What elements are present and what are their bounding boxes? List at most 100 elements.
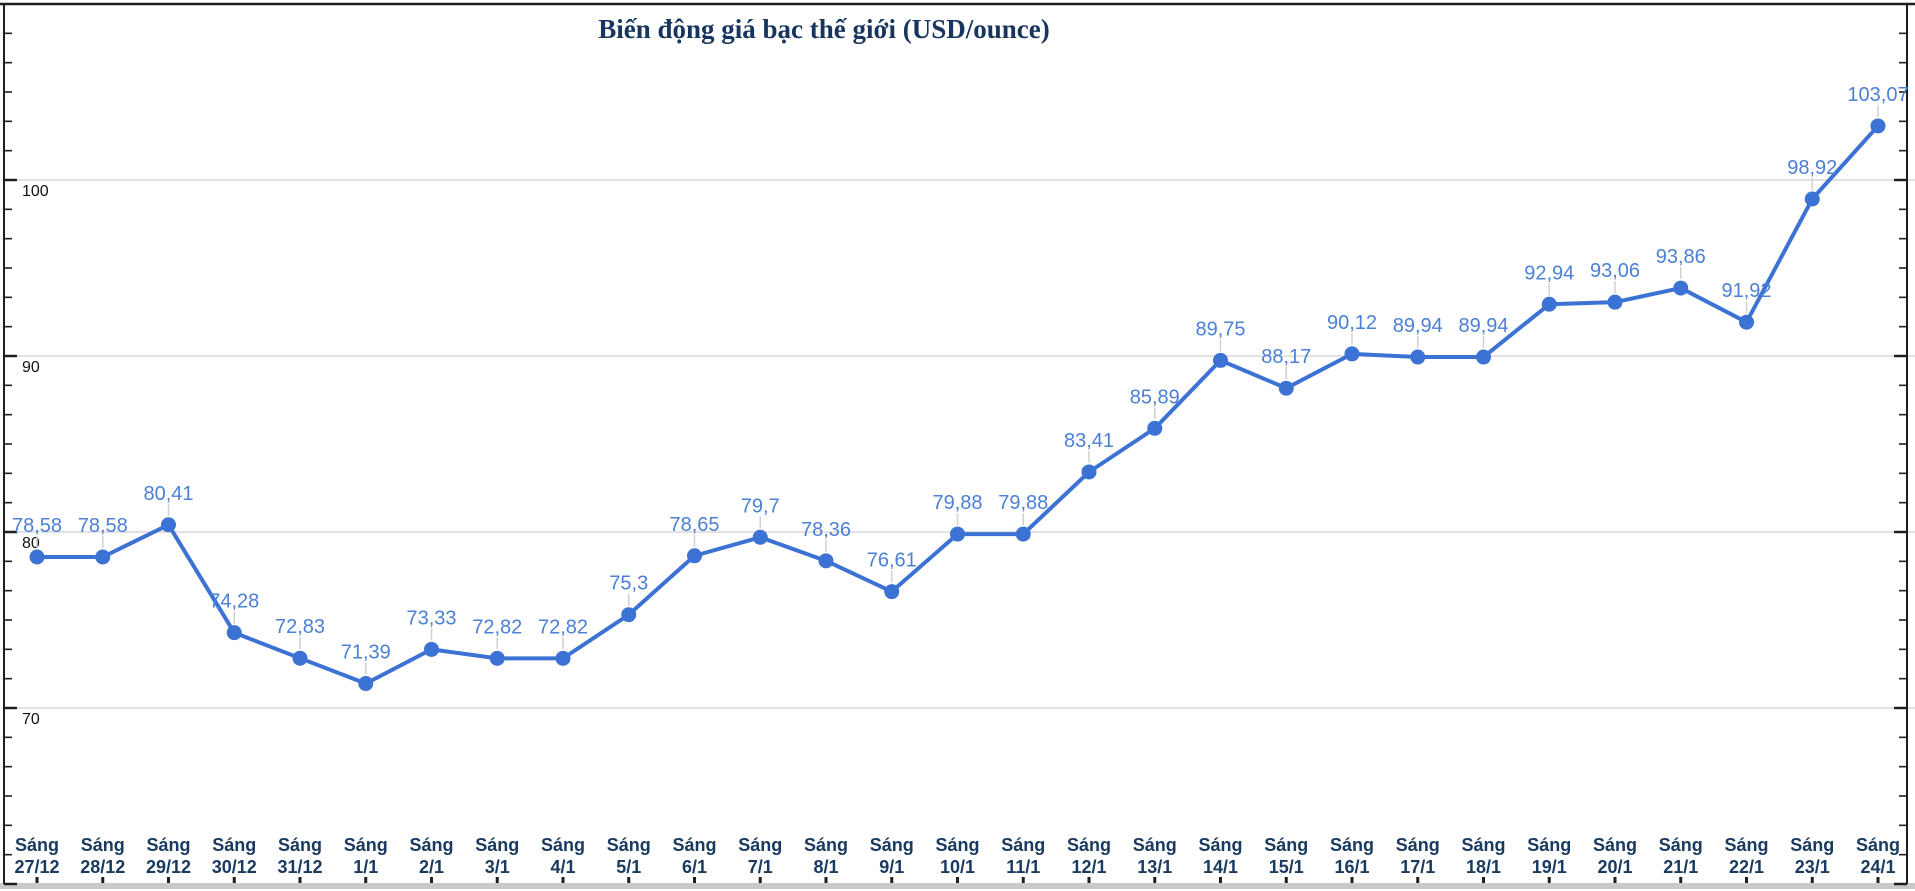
data-point-label: 79,7 <box>741 495 780 517</box>
price-line-series <box>35 123 1880 686</box>
data-point-label: 85,89 <box>1130 386 1180 408</box>
data-point <box>884 584 900 600</box>
x-tick-label-prefix: Sáng <box>1659 835 1703 855</box>
x-tick-label-prefix: Sáng <box>409 835 453 855</box>
x-tick-label-date: 24/1 <box>1860 857 1895 877</box>
x-tick-label-date: 12/1 <box>1071 857 1106 877</box>
data-point <box>1673 280 1689 296</box>
data-point <box>1015 526 1031 542</box>
y-tick-label: 100 <box>22 183 49 200</box>
x-tick-label-prefix: Sáng <box>1724 835 1768 855</box>
data-point <box>1410 349 1426 365</box>
x-tick-label-prefix: Sáng <box>1198 835 1242 855</box>
data-point-label: 79,88 <box>998 492 1048 514</box>
x-tick-label-prefix: Sáng <box>1856 835 1900 855</box>
data-point <box>1344 346 1360 362</box>
data-point <box>95 549 111 565</box>
data-point-label: 89,94 <box>1393 315 1443 337</box>
data-point <box>1476 349 1491 365</box>
x-tick-label-prefix: Sáng <box>1790 835 1834 855</box>
x-tick-label-date: 3/1 <box>485 857 510 877</box>
data-point-label: 93,06 <box>1590 260 1640 282</box>
x-tick-label-date: 11/1 <box>1006 857 1040 877</box>
data-point <box>1081 464 1097 480</box>
x-tick-label-date: 14/1 <box>1203 857 1238 877</box>
x-tick-label-date: 1/1 <box>353 857 378 877</box>
data-point-label: 75,3 <box>609 573 648 595</box>
data-point <box>1213 352 1228 368</box>
x-tick-label-prefix: Sáng <box>1067 835 1111 855</box>
data-point <box>1607 294 1623 310</box>
x-tick-label-prefix: Sáng <box>15 835 59 855</box>
data-point <box>226 625 242 641</box>
data-point <box>621 607 637 623</box>
x-tick-label-prefix: Sáng <box>475 835 519 855</box>
x-tick-label-prefix: Sáng <box>1330 835 1374 855</box>
data-point-label: 78,36 <box>801 519 851 541</box>
data-point <box>950 526 965 542</box>
data-point-label: 93,86 <box>1656 246 1706 268</box>
data-point <box>1870 118 1886 134</box>
x-tick-label-prefix: Sáng <box>1593 835 1637 855</box>
x-tick-label-date: 13/1 <box>1137 857 1172 877</box>
x-tick-label-date: 19/1 <box>1532 857 1567 877</box>
x-tick-label-date: 6/1 <box>682 857 707 877</box>
x-tick-label-date: 23/1 <box>1795 857 1830 877</box>
x-tick-label-prefix: Sáng <box>672 835 716 855</box>
data-point-label: 72,83 <box>275 616 325 638</box>
x-tick-label-date: 17/1 <box>1400 857 1435 877</box>
data-point <box>1278 380 1294 396</box>
x-tick-label-date: 22/1 <box>1729 857 1764 877</box>
data-point-label: 80,41 <box>143 483 193 505</box>
y-tick-label: 70 <box>22 711 40 728</box>
x-tick-label-prefix: Sáng <box>1396 835 1440 855</box>
y-tick-label: 80 <box>22 535 40 552</box>
x-tick-label-prefix: Sáng <box>344 835 388 855</box>
data-point <box>29 549 45 565</box>
data-point-label: 72,82 <box>472 616 522 638</box>
data-point <box>161 517 176 533</box>
data-point-label: 88,17 <box>1261 346 1311 368</box>
x-tick-label-date: 28/12 <box>80 857 125 877</box>
x-tick-label-prefix: Sáng <box>1461 835 1505 855</box>
x-tick-label-prefix: Sáng <box>81 835 125 855</box>
x-tick-label-date: 30/12 <box>212 857 257 877</box>
data-point-label: 98,92 <box>1787 157 1837 179</box>
data-point-label: 89,94 <box>1458 315 1508 337</box>
x-tick-label-prefix: Sáng <box>541 835 585 855</box>
data-point <box>1541 296 1557 312</box>
x-tick-label-prefix: Sáng <box>1527 835 1571 855</box>
data-point-label: 90,12 <box>1327 312 1377 334</box>
data-point <box>358 676 374 692</box>
x-tick-label-date: 2/1 <box>419 857 444 877</box>
data-point-label: 89,75 <box>1195 318 1245 340</box>
data-point-label: 73,33 <box>406 607 456 629</box>
x-tick-label-prefix: Sáng <box>1264 835 1308 855</box>
data-point <box>1739 314 1754 330</box>
x-tick-label-date: 29/12 <box>146 857 191 877</box>
x-tick-label-prefix: Sáng <box>1001 835 1045 855</box>
data-point-label: 91,92 <box>1721 280 1771 302</box>
data-point <box>1804 191 1820 207</box>
data-point-label: 78,58 <box>12 515 62 537</box>
x-tick-label-date: 18/1 <box>1466 857 1501 877</box>
data-point-label: 72,82 <box>538 616 588 638</box>
data-point-label: 103,07 <box>1847 84 1908 106</box>
data-point <box>424 641 439 657</box>
x-tick-label-date: 21/1 <box>1663 857 1698 877</box>
data-point <box>1147 420 1163 436</box>
data-point <box>818 553 834 569</box>
x-tick-label-prefix: Sáng <box>278 835 322 855</box>
x-tick-label-prefix: Sáng <box>870 835 914 855</box>
data-point-label: 71,39 <box>341 642 391 664</box>
data-point <box>555 650 571 666</box>
data-point <box>292 650 308 666</box>
data-point-label: 83,41 <box>1064 430 1114 452</box>
chart-bottom-border <box>0 883 1915 889</box>
chart-title: Biến động giá bạc thế giới (USD/ounce) <box>598 14 1050 44</box>
x-tick-label-prefix: Sáng <box>935 835 979 855</box>
data-point <box>687 548 702 564</box>
x-tick-label-date: 20/1 <box>1597 857 1632 877</box>
